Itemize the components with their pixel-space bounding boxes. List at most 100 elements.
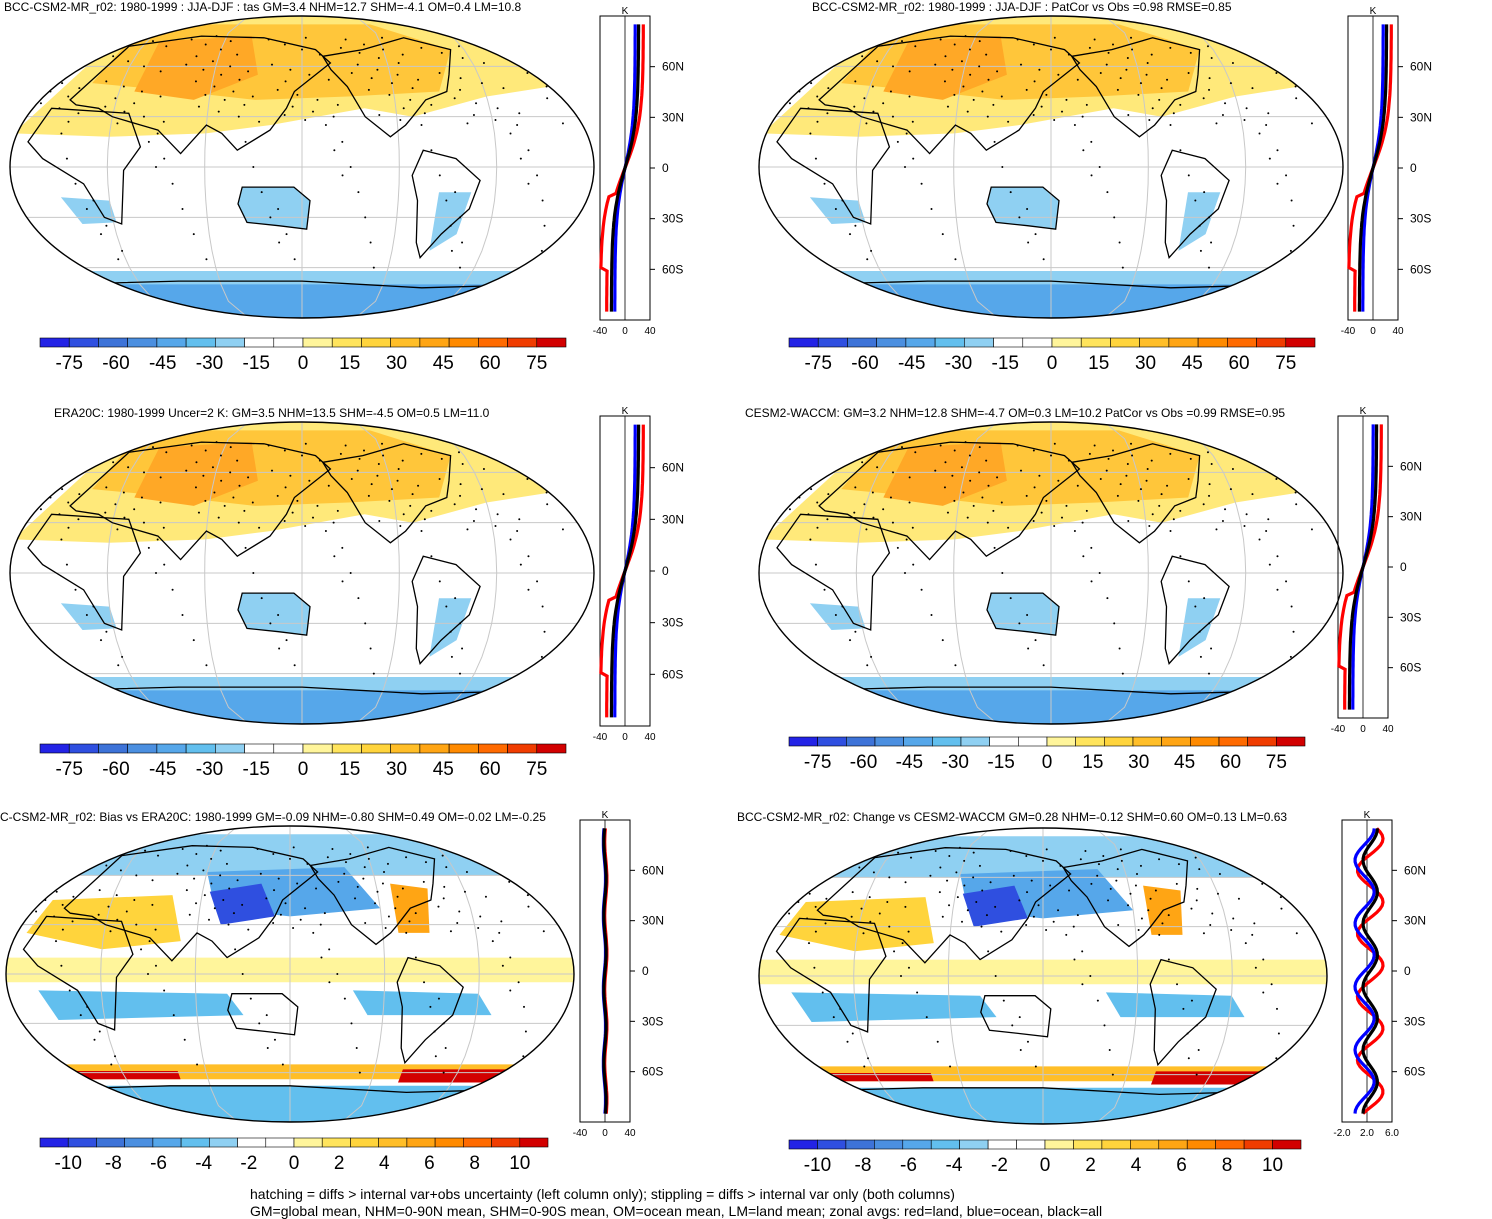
- stipple-dot: [854, 224, 857, 227]
- colorbar-label: -10: [54, 1153, 81, 1174]
- stipple-dot: [526, 894, 529, 897]
- stipple-dot: [442, 897, 445, 900]
- panel-title-6: BCC-CSM2-MR_r02: Change vs CESM2-WACCM G…: [737, 810, 1288, 824]
- stipple-dot: [1149, 897, 1152, 900]
- stipple-dot: [440, 51, 443, 54]
- stipple-dot: [854, 486, 857, 489]
- stipple-dot: [258, 526, 261, 529]
- stipple-dot: [1026, 613, 1029, 616]
- stipple-dot: [127, 60, 130, 63]
- stipple-dot: [328, 981, 331, 984]
- stipple-dot: [960, 60, 963, 63]
- stipple-dot: [813, 966, 816, 969]
- stipple-dot: [251, 95, 254, 98]
- colorbar-label: 15: [339, 759, 360, 780]
- stipple-dot: [163, 563, 166, 566]
- stipple-dot: [941, 233, 944, 236]
- stipple-dot: [1271, 466, 1274, 469]
- stipple-dot: [882, 508, 885, 511]
- stipple-dot: [504, 869, 507, 872]
- stipple-dot: [788, 912, 791, 915]
- stipple-dot: [978, 864, 981, 867]
- stipple-dot: [941, 639, 944, 642]
- stipple-dot: [228, 887, 231, 890]
- stipple-dot: [181, 207, 184, 210]
- stipple-dot: [518, 518, 521, 521]
- stipple-dot: [223, 504, 226, 507]
- stipple-dot: [1025, 88, 1028, 91]
- stipple-dot: [987, 950, 990, 953]
- stipple-dot: [1139, 864, 1142, 867]
- stipple-dot: [459, 77, 462, 80]
- colorbar-swatch: [98, 337, 128, 348]
- stipple-dot: [291, 105, 294, 108]
- colorbar-label: -30: [196, 353, 223, 374]
- stipple-dot: [542, 930, 545, 933]
- stipple-dot: [60, 538, 63, 541]
- stipple-dot: [1116, 88, 1119, 91]
- stipple-dot: [1221, 519, 1224, 522]
- stipple-dot: [185, 889, 188, 892]
- stipple-dot: [445, 199, 448, 202]
- stipple-dot: [343, 872, 346, 875]
- stipple-dot: [171, 588, 174, 591]
- stipple-dot: [1167, 958, 1170, 961]
- stipple-dot: [1109, 887, 1112, 890]
- stipple-dot: [972, 851, 975, 854]
- stipple-dot: [1272, 457, 1275, 460]
- stipple-dot: [1107, 899, 1110, 902]
- stipple-dot: [1187, 1057, 1190, 1060]
- unit-label: K: [1364, 810, 1371, 821]
- stipple-dot: [259, 872, 262, 875]
- stipple-dot: [1038, 68, 1041, 71]
- stipple-dot: [70, 56, 73, 59]
- stipple-dot: [331, 848, 334, 851]
- footer-line-2: GM=global mean, NHM=0-90N mean, SHM=0-90…: [250, 1203, 1103, 1219]
- stipple-dot: [409, 504, 412, 507]
- stipple-dot: [980, 925, 983, 928]
- stipple-dot: [370, 77, 373, 80]
- stipple-dot: [122, 491, 125, 494]
- colorbar-label: -60: [102, 759, 129, 780]
- lat-label: 60S: [1404, 1065, 1425, 1079]
- stipple-dot: [956, 896, 959, 899]
- stipple-dot: [60, 132, 63, 135]
- colorbar-swatch: [1051, 337, 1082, 348]
- stipple-dot: [202, 869, 205, 872]
- colorbar-label: 0: [1047, 353, 1058, 374]
- stipple-dot: [1089, 975, 1092, 977]
- stipple-dot: [491, 441, 494, 444]
- colorbar-label: -60: [850, 752, 877, 773]
- stipple-dot: [333, 149, 336, 152]
- colorbar-4: -75 -60 -45 -30 -15 0 15 30 45 60 75: [788, 736, 1306, 773]
- stipple-dot: [1294, 491, 1297, 494]
- stipple-dot: [896, 546, 899, 549]
- stipple-dot: [85, 207, 88, 210]
- stipple-dot: [904, 905, 907, 908]
- stipple-dot: [960, 920, 963, 923]
- stipple-dot: [992, 509, 995, 512]
- x-tick-label: -40: [593, 326, 608, 337]
- stipple-dot: [1081, 115, 1084, 118]
- colorbar-swatch: [876, 337, 907, 348]
- stipple-dot: [283, 113, 286, 116]
- colorbar-swatch: [960, 736, 990, 747]
- stipple-dot: [192, 639, 195, 642]
- stipple-dot: [819, 462, 822, 465]
- stipple-dot: [423, 112, 426, 115]
- stipple-dot: [1037, 904, 1040, 907]
- stipple-dot: [411, 493, 414, 496]
- lat-label: 60N: [662, 60, 684, 74]
- lat-label: 30N: [1404, 914, 1426, 928]
- colorbar-swatch: [989, 736, 1019, 747]
- stipple-dot: [51, 874, 54, 877]
- stipple-dot: [284, 902, 287, 905]
- stipple-dot: [1018, 1016, 1021, 1019]
- stipple-dot: [181, 848, 184, 851]
- stipple-dot: [1001, 166, 1004, 168]
- colorbar-swatch: [903, 736, 933, 747]
- stipple-dot: [382, 48, 385, 51]
- stipple-dot: [236, 459, 239, 462]
- stipple-dot: [459, 494, 462, 497]
- stipple-dot: [1263, 40, 1266, 43]
